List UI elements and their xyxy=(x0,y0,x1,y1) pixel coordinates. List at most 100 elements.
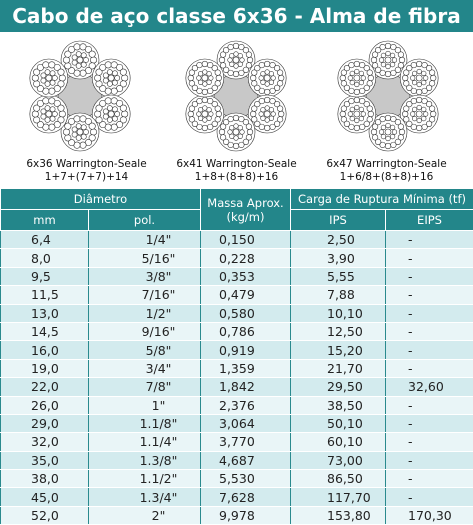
table-cell: 50,10 xyxy=(291,414,386,432)
table-cell: 1/4" xyxy=(89,231,201,249)
wire xyxy=(355,118,360,123)
wire xyxy=(416,75,422,81)
wire xyxy=(416,111,422,117)
header-cell: pol. xyxy=(89,210,201,231)
wire xyxy=(246,124,252,130)
wire xyxy=(203,70,208,75)
wire xyxy=(219,129,225,135)
table-cell: 3,064 xyxy=(201,414,291,432)
table-cell: 1.1/4" xyxy=(89,433,201,451)
table-cell: 0,353 xyxy=(201,267,291,285)
wire xyxy=(386,136,391,141)
wire xyxy=(354,125,360,131)
wire xyxy=(209,112,214,117)
table-cell: 22,0 xyxy=(1,378,89,396)
wire xyxy=(261,107,266,112)
table-cell: 0,228 xyxy=(201,249,291,267)
wire xyxy=(90,129,96,135)
table-cell: 29,50 xyxy=(291,378,386,396)
wire xyxy=(63,57,69,63)
table-cell: 10,10 xyxy=(291,304,386,322)
wire xyxy=(108,111,114,117)
wire xyxy=(390,62,395,67)
wire xyxy=(228,44,234,50)
wire xyxy=(80,70,86,76)
wire xyxy=(115,75,120,80)
wire xyxy=(341,117,347,123)
table-cell: 3,770 xyxy=(201,433,291,451)
wire xyxy=(239,70,245,76)
wire xyxy=(390,53,395,58)
wire xyxy=(372,135,378,141)
table-cell: 38,50 xyxy=(291,396,386,414)
wire xyxy=(359,71,364,76)
wire xyxy=(264,125,270,131)
table-cell: 21,70 xyxy=(291,359,386,377)
wire xyxy=(403,81,409,87)
table-cell: 5/16" xyxy=(89,249,201,267)
wire xyxy=(65,63,71,69)
wire xyxy=(416,61,422,67)
table-cell: 9/16" xyxy=(89,322,201,340)
wire xyxy=(112,71,117,76)
table-cell: 5/8" xyxy=(89,341,201,359)
wire xyxy=(359,116,364,121)
wire xyxy=(416,89,422,95)
wire xyxy=(52,75,57,80)
table-cell: 15,20 xyxy=(291,341,386,359)
wire xyxy=(215,70,221,76)
wire xyxy=(359,80,364,85)
wire xyxy=(89,123,95,129)
construction-formula: 1+8+(8+8)+16 xyxy=(158,171,315,184)
wire xyxy=(264,61,270,67)
wire xyxy=(398,52,404,58)
wire xyxy=(197,112,202,117)
wire xyxy=(350,116,355,121)
wire xyxy=(421,116,426,121)
wire xyxy=(411,62,417,68)
wire xyxy=(269,80,274,85)
wire xyxy=(188,75,194,81)
wire xyxy=(41,114,46,119)
wire xyxy=(381,134,386,139)
wire xyxy=(380,116,386,122)
wire xyxy=(81,53,86,58)
wire xyxy=(49,124,55,130)
wire xyxy=(386,64,391,69)
table-cell: - xyxy=(386,304,473,322)
wire xyxy=(83,57,88,62)
table-cell: 35,0 xyxy=(1,451,89,469)
wire xyxy=(417,118,422,123)
wire xyxy=(112,80,117,85)
wire xyxy=(361,112,366,117)
wire xyxy=(112,116,117,121)
wire xyxy=(189,117,195,123)
wire xyxy=(121,75,127,81)
wire xyxy=(103,114,108,119)
wire xyxy=(392,130,397,135)
table-cell: - xyxy=(386,470,473,488)
wire xyxy=(103,78,108,83)
table-cell: 170,30 xyxy=(386,506,473,524)
wire xyxy=(381,62,386,67)
wire xyxy=(45,70,50,75)
wire xyxy=(215,106,221,112)
table-cell: 2" xyxy=(89,506,201,524)
wire xyxy=(269,116,274,121)
table-cell: 13,0 xyxy=(1,304,89,322)
wire xyxy=(94,75,100,81)
wire xyxy=(105,98,111,104)
wire xyxy=(203,118,208,123)
table-cell: 7,628 xyxy=(201,488,291,506)
wire xyxy=(77,129,83,135)
wire xyxy=(198,116,203,121)
